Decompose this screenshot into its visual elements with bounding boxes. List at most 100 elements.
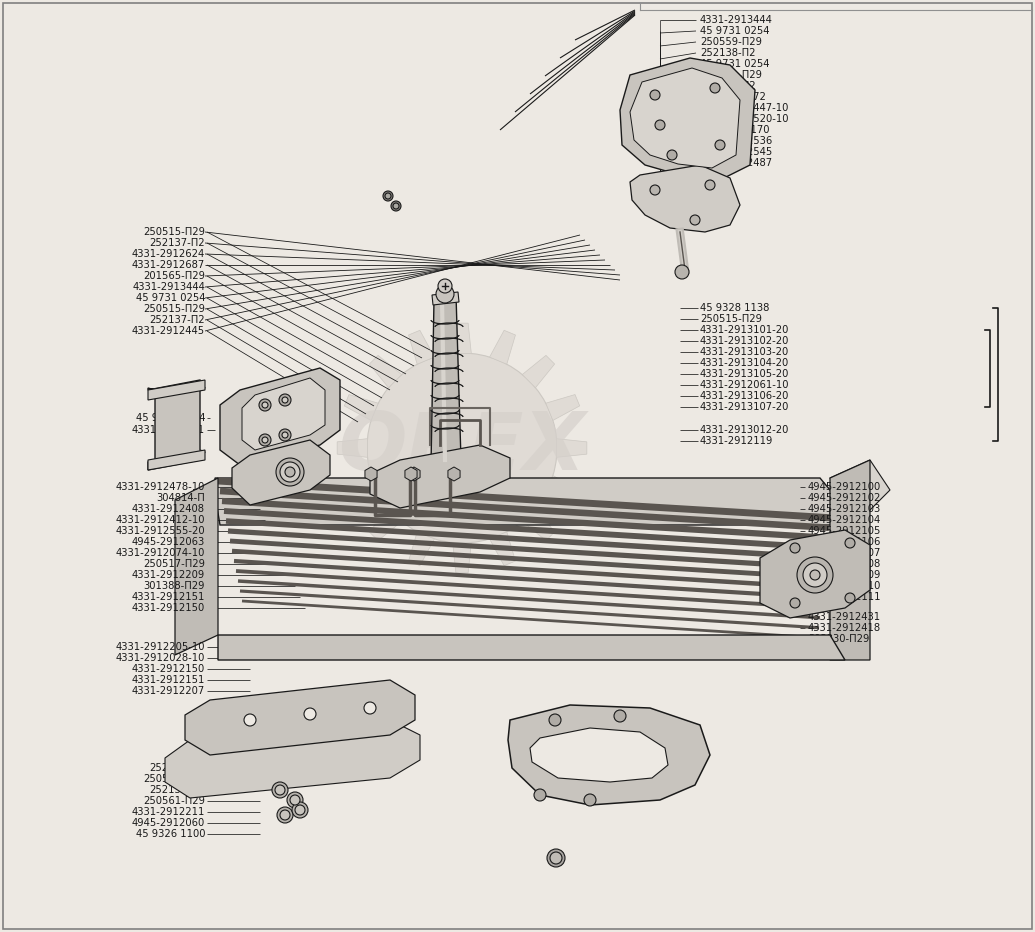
Circle shape bbox=[277, 807, 293, 823]
Polygon shape bbox=[452, 323, 471, 353]
Text: 4945-2912103: 4945-2912103 bbox=[808, 504, 881, 514]
Polygon shape bbox=[369, 508, 402, 541]
Text: 45 9731 0254: 45 9731 0254 bbox=[136, 293, 205, 303]
Circle shape bbox=[275, 785, 285, 795]
Polygon shape bbox=[185, 680, 415, 755]
Text: 252141-П2: 252141-П2 bbox=[149, 763, 205, 773]
Circle shape bbox=[549, 714, 561, 726]
Polygon shape bbox=[148, 450, 205, 470]
Polygon shape bbox=[218, 635, 845, 660]
Text: 250515-П29: 250515-П29 bbox=[143, 227, 205, 237]
Polygon shape bbox=[490, 532, 515, 566]
Text: 45 9731 0254: 45 9731 0254 bbox=[136, 413, 205, 423]
Polygon shape bbox=[431, 295, 461, 465]
Text: 250565-П29: 250565-П29 bbox=[143, 774, 205, 784]
Text: 4945-2912060: 4945-2912060 bbox=[131, 818, 205, 828]
Circle shape bbox=[584, 794, 596, 806]
Circle shape bbox=[383, 191, 393, 201]
Circle shape bbox=[304, 708, 316, 720]
Polygon shape bbox=[620, 58, 755, 180]
Text: 45 9326 1100: 45 9326 1100 bbox=[136, 829, 205, 839]
Circle shape bbox=[391, 201, 401, 211]
Text: 4331-2912624: 4331-2912624 bbox=[131, 249, 205, 259]
Text: 4945-2912108: 4945-2912108 bbox=[808, 559, 881, 569]
Text: 4945-2912105: 4945-2912105 bbox=[808, 526, 882, 536]
Polygon shape bbox=[345, 475, 378, 501]
Text: 301388-П29: 301388-П29 bbox=[144, 581, 205, 591]
Text: 4945-2912106: 4945-2912106 bbox=[808, 537, 882, 547]
Circle shape bbox=[845, 593, 855, 603]
Text: 4331-2912119: 4331-2912119 bbox=[700, 436, 773, 446]
Text: 4331-2912150: 4331-2912150 bbox=[131, 664, 205, 674]
Text: 252137-П2: 252137-П2 bbox=[149, 315, 205, 325]
Circle shape bbox=[845, 538, 855, 548]
Circle shape bbox=[675, 265, 689, 279]
Text: 4945-2912109: 4945-2912109 bbox=[808, 570, 882, 580]
Text: 4331-2912150: 4331-2912150 bbox=[131, 603, 205, 613]
Circle shape bbox=[385, 193, 391, 199]
Text: 252138-П2: 252138-П2 bbox=[700, 48, 756, 58]
Text: 4331-2913105-20: 4331-2913105-20 bbox=[700, 369, 790, 379]
Polygon shape bbox=[369, 355, 402, 388]
Text: 4331-2912545: 4331-2912545 bbox=[700, 147, 773, 157]
Text: 4331-2913103-20: 4331-2913103-20 bbox=[700, 347, 790, 357]
Text: 4331-2913102-20: 4331-2913102-20 bbox=[700, 336, 790, 346]
Polygon shape bbox=[409, 330, 435, 364]
Circle shape bbox=[292, 802, 308, 818]
Text: 4945-2912100: 4945-2912100 bbox=[808, 482, 881, 492]
Text: 4331-2912074-10: 4331-2912074-10 bbox=[116, 548, 205, 558]
Text: 4331-2913012-20: 4331-2913012-20 bbox=[700, 425, 790, 435]
Text: 303330-П29: 303330-П29 bbox=[808, 634, 869, 644]
Polygon shape bbox=[148, 380, 205, 400]
Text: 4945-2912107: 4945-2912107 bbox=[808, 548, 882, 558]
Polygon shape bbox=[830, 460, 890, 510]
Polygon shape bbox=[508, 705, 710, 805]
Circle shape bbox=[282, 397, 288, 403]
Text: 4331-2912431: 4331-2912431 bbox=[808, 612, 881, 622]
Circle shape bbox=[667, 150, 677, 160]
Text: 4331-2912209: 4331-2912209 bbox=[131, 570, 205, 580]
Text: 4945-2912102: 4945-2912102 bbox=[808, 493, 882, 503]
Text: 45 9328 1138: 45 9328 1138 bbox=[700, 303, 769, 313]
Text: OREX: OREX bbox=[338, 409, 586, 487]
Text: 252139-П2: 252139-П2 bbox=[700, 81, 756, 91]
Polygon shape bbox=[830, 460, 870, 660]
Text: 4331-2912418: 4331-2912418 bbox=[808, 623, 881, 633]
Polygon shape bbox=[557, 439, 587, 458]
Polygon shape bbox=[242, 378, 325, 450]
Circle shape bbox=[244, 714, 256, 726]
Polygon shape bbox=[165, 720, 420, 798]
Text: 4945-2912110: 4945-2912110 bbox=[808, 581, 882, 591]
Text: 4331-2912555-20: 4331-2912555-20 bbox=[115, 526, 205, 536]
Circle shape bbox=[272, 782, 288, 798]
Text: 4331-2912412-10: 4331-2912412-10 bbox=[116, 515, 205, 525]
Polygon shape bbox=[545, 394, 580, 420]
Circle shape bbox=[280, 462, 300, 482]
Polygon shape bbox=[215, 478, 845, 525]
Polygon shape bbox=[630, 165, 740, 232]
Polygon shape bbox=[148, 380, 205, 470]
Circle shape bbox=[259, 434, 271, 446]
Circle shape bbox=[797, 557, 833, 593]
Circle shape bbox=[276, 458, 304, 486]
Text: 4945-2912063: 4945-2912063 bbox=[131, 537, 205, 547]
Circle shape bbox=[393, 203, 400, 209]
Polygon shape bbox=[432, 292, 459, 305]
Text: 304814-П: 304814-П bbox=[156, 493, 205, 503]
Text: 4331-2913444: 4331-2913444 bbox=[132, 282, 205, 292]
Circle shape bbox=[285, 467, 295, 477]
Text: 4331-2913101-20: 4331-2913101-20 bbox=[700, 325, 790, 335]
Text: 45 9731 0254: 45 9731 0254 bbox=[700, 59, 769, 69]
Polygon shape bbox=[523, 508, 555, 541]
Circle shape bbox=[650, 90, 660, 100]
Polygon shape bbox=[530, 728, 668, 782]
Circle shape bbox=[262, 402, 268, 408]
Text: 201565-П29: 201565-П29 bbox=[143, 271, 205, 281]
Circle shape bbox=[367, 353, 557, 543]
Text: 250561-П29: 250561-П29 bbox=[700, 70, 762, 80]
Polygon shape bbox=[175, 478, 218, 655]
Text: 252137-П2: 252137-П2 bbox=[149, 238, 205, 248]
Text: 4331-2912061-10: 4331-2912061-10 bbox=[700, 380, 790, 390]
Text: 4331-2912481: 4331-2912481 bbox=[131, 425, 205, 435]
Polygon shape bbox=[545, 475, 580, 501]
